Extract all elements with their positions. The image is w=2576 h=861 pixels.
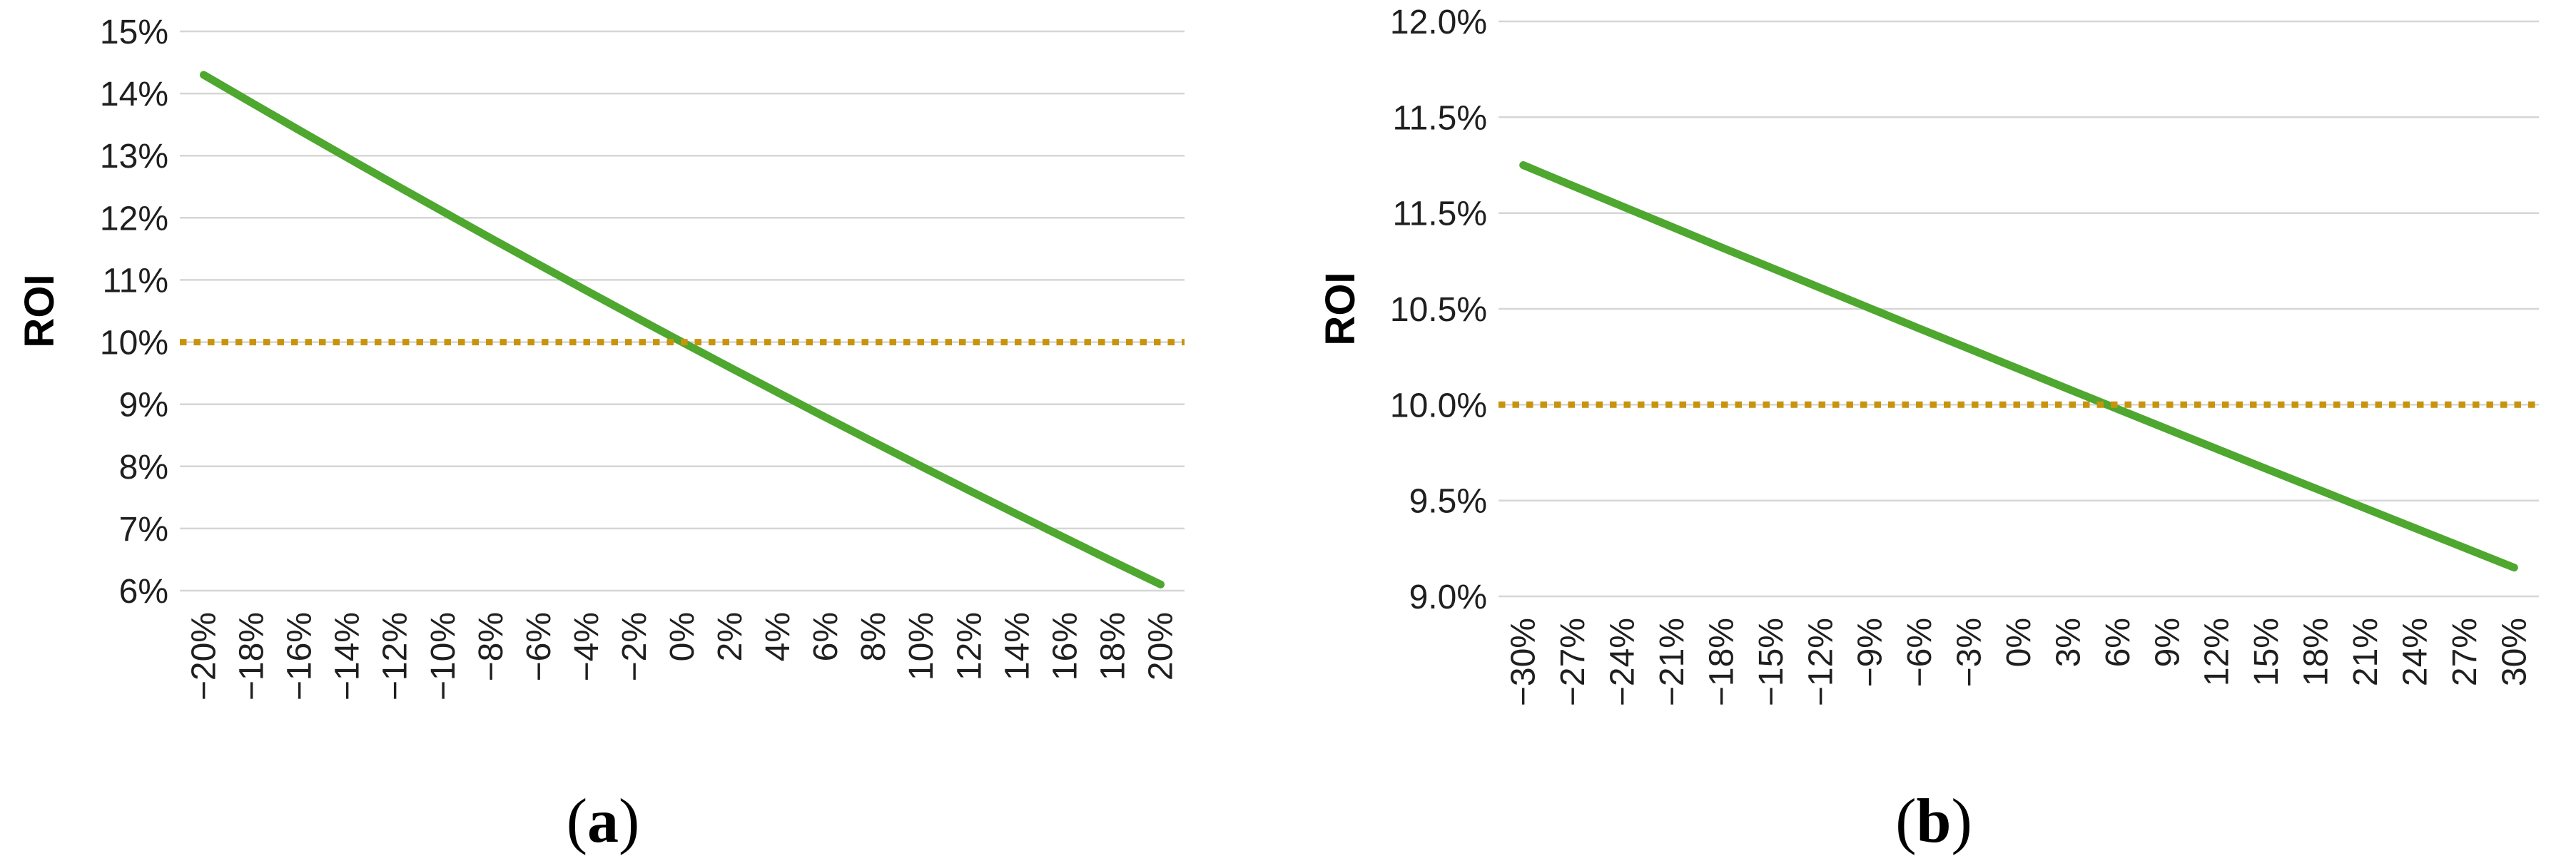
x-tick-label: 24% [2396, 618, 2434, 686]
x-tick-label: −27% [1554, 618, 1592, 706]
y-tick-label: 13% [100, 138, 168, 175]
x-tick-label: 4% [759, 612, 797, 661]
caption-b-open-paren: ( [1895, 787, 1916, 856]
x-tick-label: −20% [186, 612, 223, 700]
y-tick-label: 14% [100, 76, 168, 113]
x-tick-label: −8% [472, 612, 510, 681]
x-tick-label: −2% [616, 612, 654, 681]
caption-b-letter: b [1917, 787, 1952, 856]
x-tick-label: 18% [1094, 612, 1132, 681]
x-tick-label: 2% [711, 612, 749, 661]
x-tick-label: 0% [2000, 618, 2038, 667]
x-tick-label: −18% [233, 612, 271, 700]
x-tick-label: −10% [425, 612, 462, 700]
chart-a-caption: (a) [567, 787, 640, 856]
roi-series-line [1519, 161, 2518, 572]
x-tick-label: −6% [520, 612, 558, 681]
x-tick-label: −18% [1703, 618, 1740, 706]
caption-a-open-paren: ( [567, 787, 587, 856]
x-tick-label: 18% [2298, 618, 2336, 686]
y-tick-label: 7% [119, 511, 168, 549]
x-tick-label: 9% [2149, 618, 2186, 667]
y-tick-label: 11% [102, 262, 168, 300]
x-tick-label: 16% [1046, 612, 1084, 681]
x-tick-label: −21% [1653, 618, 1691, 706]
x-tick-label: −24% [1604, 618, 1642, 706]
y-tick-label: 12.0% [1390, 4, 1487, 41]
x-tick-label: −16% [281, 612, 319, 700]
y-tick-label: 9.5% [1409, 483, 1487, 521]
x-tick-label: −4% [568, 612, 606, 681]
y-tick-label: 9% [119, 387, 168, 424]
x-tick-label: 0% [664, 612, 701, 661]
y-tick-label: 6% [119, 573, 168, 611]
x-tick-label: 8% [855, 612, 893, 661]
caption-b-close-paren: ) [1951, 787, 1972, 856]
x-tick-label: −12% [1802, 618, 1840, 706]
x-tick-label: −14% [329, 612, 367, 700]
x-tick-label: 6% [807, 612, 845, 661]
chart-b-caption: (b) [1895, 787, 1972, 856]
x-tick-label: −15% [1753, 618, 1790, 706]
y-tick-label: 12% [100, 200, 168, 238]
y-tick-label: 11.5% [1392, 195, 1487, 233]
x-tick-label: 14% [998, 612, 1036, 681]
caption-a-letter: a [587, 787, 619, 856]
y-tick-label: 10.5% [1390, 291, 1487, 329]
x-tick-label: 12% [2199, 618, 2236, 686]
x-tick-label: 20% [1142, 612, 1180, 681]
x-tick-label: −3% [1951, 618, 1989, 687]
x-tick-label: 30% [2495, 618, 2533, 686]
y-tick-label: 15% [100, 14, 168, 51]
chart-a-plot: 15% 14% 13% 12% 11% 10% 9% 8% 7% 6% −20% −18% −16% −1… [100, 14, 1185, 700]
y-tick-label: 11.5% [1392, 99, 1487, 137]
x-tick-label: 10% [903, 612, 940, 681]
y-tick-label: 10.0% [1390, 387, 1487, 424]
chart-a-y-axis-title: ROI [16, 274, 63, 347]
y-tick-label: 10% [100, 325, 168, 362]
x-tick-label: 21% [2347, 618, 2385, 686]
x-tick-label: −6% [1901, 618, 1939, 687]
x-tick-label: 6% [2099, 618, 2137, 667]
y-tick-label: 9.0% [1409, 579, 1487, 616]
caption-a-close-paren: ) [619, 787, 639, 856]
x-tick-label: 15% [2248, 618, 2286, 686]
chart-b-y-axis-title: ROI [1317, 272, 1364, 345]
roi-series-line [200, 71, 1165, 589]
y-tick-label: 8% [119, 449, 168, 486]
chart-a: 15% 14% 13% 12% 11% 10% 9% 8% 7% 6% −20% −18% −16% −1… [16, 14, 1185, 856]
x-tick-label: 27% [2446, 618, 2484, 686]
chart-b-plot: 12.0% 11.5% 11.5% 10.5% 10.0% 9.5% 9.0% −30% −27… [1390, 4, 2539, 706]
x-tick-label: 3% [2049, 618, 2087, 667]
x-tick-label: 12% [950, 612, 988, 681]
x-tick-label: −9% [1852, 618, 1890, 687]
x-tick-label: −12% [377, 612, 415, 700]
x-tick-label: −30% [1505, 618, 1543, 706]
chart-b: 12.0% 11.5% 11.5% 10.5% 10.0% 9.5% 9.0% −30% −27… [1317, 4, 2539, 856]
